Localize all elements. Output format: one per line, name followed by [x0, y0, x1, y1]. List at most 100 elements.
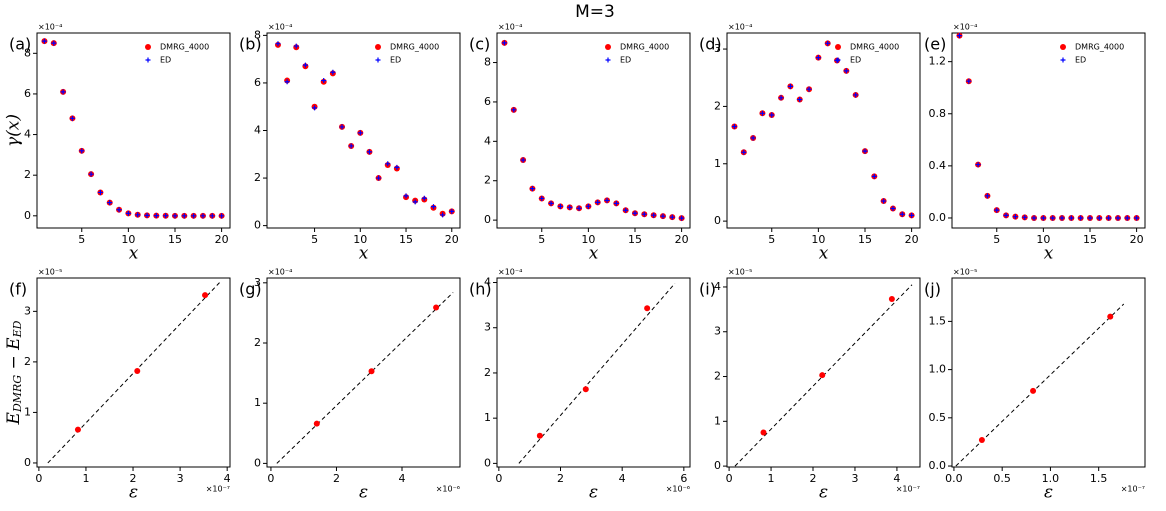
legend-marker	[145, 44, 151, 50]
legend-label: ED	[850, 56, 861, 65]
y-tick-label: 4	[24, 128, 31, 141]
x-axis-label: ε	[1044, 483, 1053, 503]
plus-marker	[529, 186, 535, 192]
y-tick-label: 3	[714, 325, 721, 338]
plus-marker	[956, 33, 962, 39]
legend-label: ED	[620, 56, 631, 65]
dot-marker	[888, 296, 895, 303]
y-tick-label: 6	[254, 76, 261, 89]
y-tick-label: 1	[484, 411, 491, 424]
plus-marker	[641, 211, 647, 217]
y-tick-label: 2	[484, 174, 491, 187]
y-tick-label: 6	[24, 87, 31, 100]
plus-marker	[871, 173, 877, 179]
axes-frame	[36, 277, 231, 468]
plus-marker	[975, 162, 981, 168]
plus-marker	[660, 213, 666, 219]
x-tick-label: 10	[811, 233, 825, 246]
y-axis-label-part: DMRG	[11, 375, 24, 413]
plus-marker	[994, 207, 1000, 213]
x-tick-label: 1.0	[1042, 472, 1060, 485]
plus-marker	[806, 86, 812, 92]
x-tick-label: 3	[177, 472, 184, 485]
panel-label: (j)	[924, 280, 941, 299]
y-offset: ×10⁻⁴	[268, 23, 292, 32]
y-tick-label: 2	[714, 99, 721, 112]
y-tick-label: 0.8	[929, 107, 947, 120]
plus-marker	[623, 207, 629, 213]
legend-label: DMRG_4000	[390, 43, 439, 52]
x-axis-label: ε	[589, 483, 598, 503]
figure-title: M=3	[575, 2, 615, 22]
y-tick-label: 4	[714, 280, 721, 293]
y-offset: ×10⁻⁴	[498, 268, 522, 277]
y-tick-label: 8	[24, 46, 31, 59]
y-tick-label: 2	[24, 355, 31, 368]
plus-marker	[181, 213, 187, 219]
fit-line	[276, 292, 454, 464]
y-tick-label: 1.2	[929, 55, 947, 68]
x-tick-label: 0	[726, 472, 733, 485]
plus-marker	[1040, 215, 1046, 221]
y-axis-label-part: − E	[4, 337, 24, 375]
plus-marker	[984, 193, 990, 199]
x-tick-label: 5	[768, 233, 775, 246]
y-offset: ×10⁻⁴	[38, 23, 62, 32]
y-tick-label: 1.0	[929, 363, 947, 376]
plus-marker	[769, 112, 775, 118]
y-axis-label-part: ED	[11, 320, 24, 338]
plus-marker	[604, 197, 610, 203]
x-tick-label: 5	[993, 233, 1000, 246]
plus-marker	[862, 148, 868, 154]
plus-marker	[51, 40, 57, 46]
plus-marker	[595, 199, 601, 205]
dot-marker	[202, 292, 209, 299]
plus-marker	[1012, 214, 1018, 220]
plus-marker	[909, 212, 915, 218]
panel-label: (d)	[699, 35, 722, 54]
plus-marker	[376, 175, 382, 181]
x-tick-label: 5	[311, 233, 318, 246]
axes-frame	[266, 277, 461, 468]
dot-marker	[644, 305, 651, 312]
plus-marker	[153, 213, 159, 219]
y-tick-label: 0	[484, 456, 491, 469]
x-axis-label: x	[589, 244, 599, 264]
x-axis-label: ε	[359, 483, 368, 503]
plus-marker	[1096, 215, 1102, 221]
dot-marker	[433, 304, 440, 311]
plus-marker	[1134, 215, 1140, 221]
x-tick-label: 20	[1130, 233, 1144, 246]
y-tick-label: 0.0	[929, 459, 947, 472]
plus-marker	[284, 79, 290, 85]
plus-marker	[125, 210, 131, 216]
x-tick-label: 5	[538, 233, 545, 246]
plus-marker	[585, 203, 591, 209]
plus-marker	[421, 195, 427, 201]
plus-marker	[613, 200, 619, 206]
x-tick-label: 15	[399, 233, 413, 246]
y-tick-label: 1.5	[929, 314, 947, 327]
panel-label: (a)	[9, 35, 31, 54]
plus-marker	[312, 105, 318, 111]
legend-marker	[375, 57, 381, 63]
y-tick-label: 6	[484, 95, 491, 108]
x-tick-label: 0	[267, 472, 274, 485]
legend-marker	[1060, 57, 1066, 63]
y-tick-label: 3	[484, 321, 491, 334]
x-offset: ×10⁻⁶	[436, 485, 460, 494]
x-tick-label: 20	[675, 233, 689, 246]
y-tick-label: 2	[24, 168, 31, 181]
plus-marker	[539, 195, 545, 201]
plus-marker	[1124, 215, 1130, 221]
plus-marker	[116, 207, 122, 213]
plus-marker	[172, 213, 178, 219]
plus-marker	[330, 69, 336, 75]
x-axis-label: x	[129, 244, 139, 264]
y-tick-label: 1	[24, 405, 31, 418]
plus-marker	[1059, 215, 1065, 221]
plus-marker	[759, 110, 765, 116]
plus-marker	[200, 213, 206, 219]
plus-marker	[632, 210, 638, 216]
plus-marker	[853, 92, 859, 98]
